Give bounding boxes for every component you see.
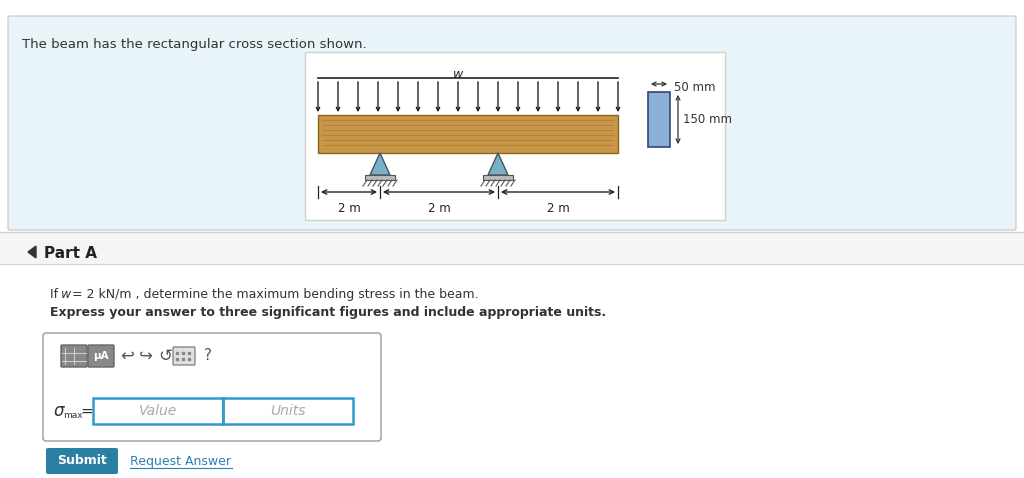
FancyBboxPatch shape <box>61 345 87 367</box>
Text: = 2 kN/m , determine the maximum bending stress in the beam.: = 2 kN/m , determine the maximum bending… <box>68 288 478 301</box>
Text: 2 m: 2 m <box>428 202 451 215</box>
Bar <box>318 115 618 153</box>
Text: 50 mm: 50 mm <box>674 80 716 94</box>
FancyBboxPatch shape <box>46 448 118 474</box>
Text: 2 m: 2 m <box>338 202 360 215</box>
Text: σ: σ <box>54 402 65 420</box>
Bar <box>305 52 725 220</box>
Text: max: max <box>63 411 83 420</box>
Text: 150 mm: 150 mm <box>683 113 732 126</box>
Text: w: w <box>453 68 463 81</box>
Bar <box>483 175 513 180</box>
Bar <box>0 232 1024 264</box>
Polygon shape <box>28 246 36 258</box>
Polygon shape <box>488 153 508 175</box>
Text: ↩: ↩ <box>120 347 134 365</box>
Text: Submit: Submit <box>57 455 106 467</box>
FancyBboxPatch shape <box>43 333 381 441</box>
Bar <box>365 175 395 180</box>
Text: Units: Units <box>270 404 306 418</box>
Text: ↪: ↪ <box>139 347 153 365</box>
Text: 2 m: 2 m <box>547 202 569 215</box>
Text: Request Answer: Request Answer <box>130 455 231 467</box>
Bar <box>223 398 353 424</box>
Text: Express your answer to three significant figures and include appropriate units.: Express your answer to three significant… <box>50 306 606 319</box>
FancyBboxPatch shape <box>8 16 1016 230</box>
Text: If: If <box>50 288 62 301</box>
Text: Value: Value <box>139 404 177 418</box>
Text: ?: ? <box>204 348 212 363</box>
Text: µA: µA <box>93 351 109 361</box>
Bar <box>648 92 670 147</box>
FancyBboxPatch shape <box>173 347 195 365</box>
Polygon shape <box>370 153 390 175</box>
Text: The beam has the rectangular cross section shown.: The beam has the rectangular cross secti… <box>22 38 367 51</box>
Text: Part A: Part A <box>44 247 97 261</box>
Text: w: w <box>61 288 72 301</box>
Text: ↺: ↺ <box>158 347 172 365</box>
Bar <box>93 398 223 424</box>
FancyBboxPatch shape <box>88 345 114 367</box>
Text: =: = <box>80 403 93 419</box>
